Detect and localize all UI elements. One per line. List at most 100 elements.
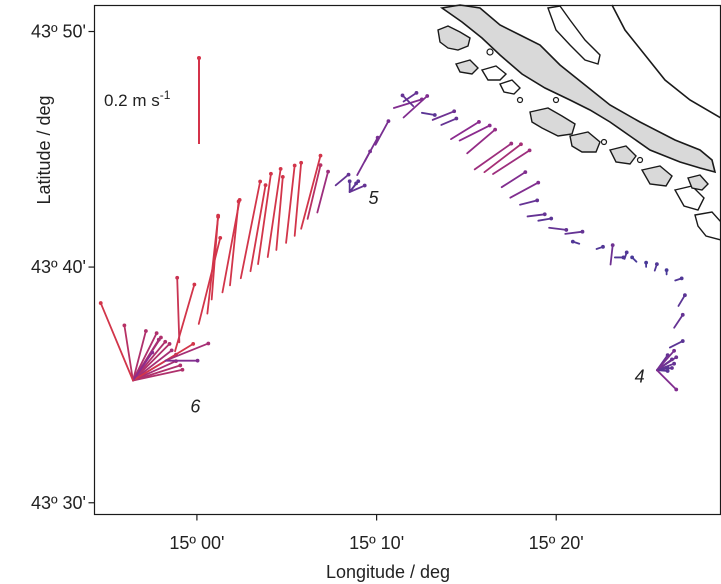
current-vector [99,302,134,382]
islet [552,96,560,104]
vector-head [674,355,679,360]
vector-head [192,282,197,287]
x-tick-label: 15º 20' [529,533,584,553]
x-tick-label: 15º 00' [169,533,224,553]
vector-head [679,276,684,281]
vector-head [683,293,687,298]
y-tick-label: 43º 30' [31,493,86,513]
station-label-5: 5 [368,188,379,208]
current-vector [526,213,546,218]
vector-head [269,171,273,176]
vector-head [143,329,148,333]
current-vector [285,164,296,244]
vector-head [414,91,419,95]
vector-head [477,120,481,124]
island-long [439,4,717,174]
vector-head [610,243,615,248]
current-vector [174,283,196,353]
vector-head [150,350,155,355]
station-label-6: 6 [190,397,201,417]
vector-head [601,244,605,249]
current-vector [673,313,684,329]
current-vector [363,136,379,163]
island-group-6 [569,131,601,153]
island-north [547,5,601,65]
vector-head [580,229,585,234]
current-vector [348,184,366,193]
island-group-2 [454,59,479,75]
current-vector [257,172,272,266]
scale-label: 0.2 m s-1 [104,88,171,110]
current-vector [655,369,678,391]
vector-head [519,142,523,147]
vector-head [216,213,221,218]
vector-head [665,366,670,370]
current-vector [392,98,423,109]
current-vector [374,120,390,146]
island-group-3 [480,65,508,81]
station-labels: 4 5 6 [190,188,644,417]
vector-head [542,212,547,217]
vector-head [169,348,174,353]
vector-head [509,141,514,146]
x-axis-label: Longitude / deg [326,562,450,582]
vector-head [549,216,554,221]
mainland-coast [611,4,721,119]
current-vector [492,149,531,175]
current-vector [401,94,415,108]
current-vector [402,92,418,103]
axis-ticks: 15º 00' 15º 10' 15º 20' 43º 30' 43º 40' 43º 5… [31,22,584,553]
y-tick-label: 43º 40' [31,257,86,277]
vector-head [195,358,200,363]
vector-head [672,361,676,366]
current-vector [420,111,436,116]
vector-head [326,169,330,174]
vector-head [570,239,575,244]
vector-head [263,183,268,188]
current-vector [466,128,497,155]
vector-head [400,93,405,98]
current-vector [450,121,480,141]
vector-head [98,301,103,305]
scale-bar: 0.2 m s-1 [104,56,201,144]
vector-head [527,148,532,153]
vector-head [670,366,674,370]
current-vector [334,173,350,187]
current-vector [293,161,303,237]
x-tick-label: 15º 10' [349,533,404,553]
vector-head [654,262,659,267]
island-group-8 [640,165,673,187]
current-vector [509,181,540,199]
vector-head [630,255,635,260]
current-vector [500,171,527,189]
plot-frame [93,4,721,516]
scale-vector-head [197,56,201,60]
vector-head [163,339,168,344]
islet [486,48,494,56]
vector-head [493,127,498,132]
current-vector [655,356,678,372]
vector-head [218,236,223,240]
current-vector [300,154,322,230]
current-vector [306,164,322,220]
current-vector [537,217,553,222]
current-vector [548,226,568,231]
current-vector [564,230,584,235]
island-group-4 [499,79,521,95]
vector-head [452,109,457,114]
vector-head [347,179,352,184]
vector-head [318,163,323,168]
vector-head [665,369,670,373]
vector-head [180,367,185,372]
current-vector [266,167,282,258]
vector-head [175,275,180,280]
current-vector [483,143,522,174]
current-vector [132,368,184,382]
current-vector [176,276,181,344]
current-vector [132,330,147,382]
vector-head [432,113,437,117]
current-vector [197,237,222,325]
current-vector [458,124,491,142]
vector-head [156,337,161,342]
